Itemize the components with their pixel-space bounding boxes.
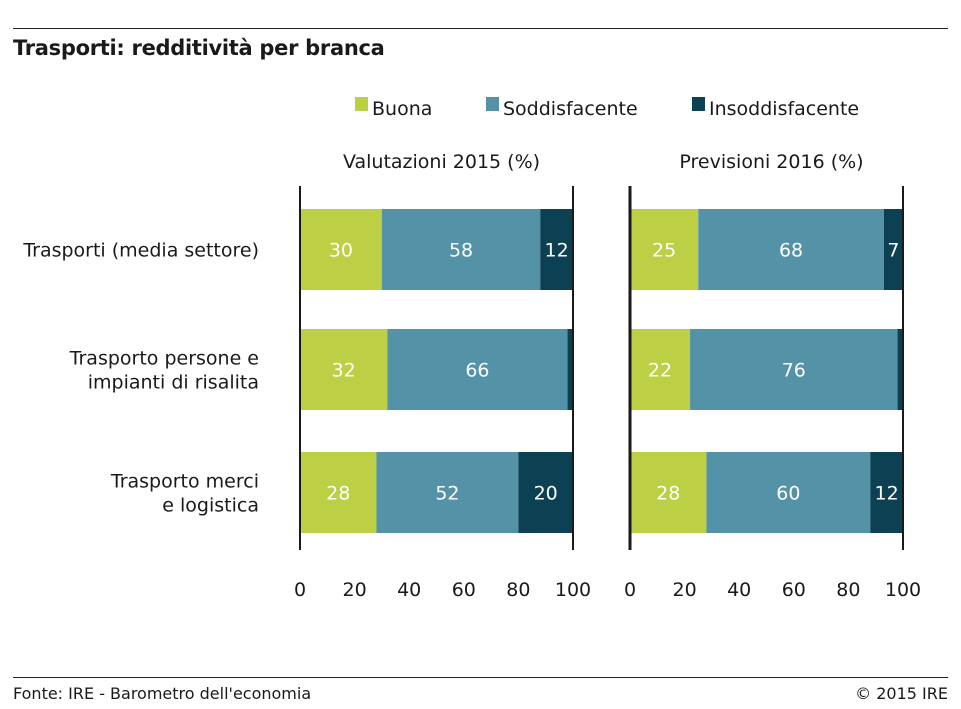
bar-p2-r2-soddisfacente — [690, 329, 898, 410]
bar-p1-r2-soddisfacente — [387, 329, 568, 410]
data-label-p1-r1-insoddisfacente: 12 — [545, 240, 569, 262]
x-tick-p2-0: 0 — [624, 579, 636, 601]
data-label-p2-r2-buona: 22 — [648, 360, 672, 382]
x-tick-p2-60: 60 — [782, 579, 806, 601]
x-tick-p1-60: 60 — [452, 579, 476, 601]
category-label-2: Trasporto persone e impianti di risalita — [69, 348, 259, 394]
category-label-3: Trasporto merci e logistica — [110, 471, 259, 517]
x-tick-p1-80: 80 — [506, 579, 530, 601]
data-label-p1-r2-soddisfacente: 66 — [465, 360, 489, 382]
bar-p1-r2-buona — [300, 329, 388, 410]
page-title: Trasporti: redditività per branca — [13, 36, 385, 60]
data-label-p1-r1-soddisfacente: 58 — [449, 240, 473, 262]
bar-p2-r1-buona — [630, 209, 699, 290]
bar-p2-r1-soddisfacente — [698, 209, 884, 290]
panel-title-1: Valutazioni 2015 (%) — [343, 151, 540, 173]
data-label-p1-r3-buona: 28 — [326, 483, 350, 505]
data-label-p2-r1-soddisfacente: 68 — [779, 240, 803, 262]
data-label-p1-r2-buona: 32 — [332, 360, 356, 382]
bar-p1-r1-insoddisfacente — [540, 209, 573, 290]
x-tick-p2-20: 20 — [673, 579, 697, 601]
x-tick-p1-100: 100 — [555, 579, 591, 601]
footer-source: Fonte: IRE - Barometro dell'economia — [13, 684, 312, 703]
bar-p2-r3-insoddisfacente — [870, 452, 903, 533]
bar-p2-r2-insoddisfacente — [897, 329, 903, 410]
data-label-p2-r1-insoddisfacente: 7 — [887, 240, 899, 262]
legend-label-soddisfacente: Soddisfacente — [503, 98, 638, 120]
bar-p1-r2-insoddisfacente — [567, 329, 573, 410]
data-label-p2-r3-buona: 28 — [656, 483, 680, 505]
x-tick-p2-80: 80 — [836, 579, 860, 601]
panel-title-2: Previsioni 2016 (%) — [679, 151, 863, 173]
legend-swatch-buona — [355, 97, 368, 111]
bar-p2-r2-buona — [630, 329, 691, 410]
data-label-p1-r3-soddisfacente: 52 — [435, 483, 459, 505]
data-label-p2-r1-buona: 25 — [652, 240, 676, 262]
category-label-1: Trasporti (media settore) — [22, 240, 259, 262]
data-label-p2-r3-soddisfacente: 60 — [776, 483, 800, 505]
x-tick-p1-20: 20 — [343, 579, 367, 601]
x-tick-p2-100: 100 — [885, 579, 921, 601]
footer-copyright: © 2015 IRE — [855, 684, 948, 703]
x-tick-p1-40: 40 — [397, 579, 421, 601]
data-label-p2-r3-insoddisfacente: 12 — [875, 483, 899, 505]
data-label-p1-r3-insoddisfacente: 20 — [534, 483, 558, 505]
x-tick-p2-40: 40 — [727, 579, 751, 601]
legend-label-buona: Buona — [372, 98, 432, 120]
bar-p2-r3-buona — [630, 452, 707, 533]
bar-p1-r3-buona — [300, 452, 377, 533]
legend-label-insoddisfacente: Insoddisfacente — [709, 98, 859, 120]
data-label-p1-r1-buona: 30 — [329, 240, 353, 262]
bar-p1-r3-soddisfacente — [376, 452, 519, 533]
bar-p1-r1-buona — [300, 209, 382, 290]
bar-p2-r3-soddisfacente — [706, 452, 871, 533]
bar-p1-r1-soddisfacente — [381, 209, 541, 290]
legend-swatch-insoddisfacente — [692, 97, 705, 111]
footer-rule — [13, 677, 948, 678]
bar-p1-r3-insoddisfacente — [518, 452, 573, 533]
x-tick-p1-0: 0 — [294, 579, 306, 601]
data-label-p2-r2-soddisfacente: 76 — [782, 360, 806, 382]
top-rule — [13, 28, 948, 29]
legend-swatch-soddisfacente — [486, 97, 499, 111]
bar-p2-r1-insoddisfacente — [883, 209, 903, 290]
